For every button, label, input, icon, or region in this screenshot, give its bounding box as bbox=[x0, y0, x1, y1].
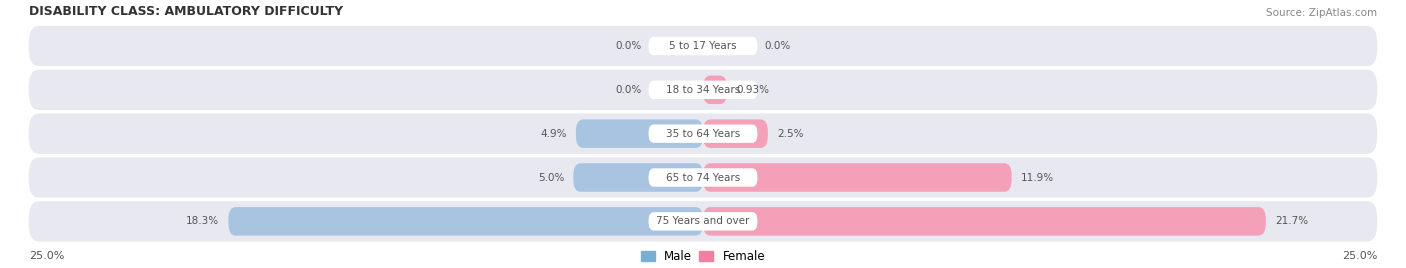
FancyBboxPatch shape bbox=[703, 76, 727, 104]
FancyBboxPatch shape bbox=[648, 81, 758, 99]
FancyBboxPatch shape bbox=[228, 207, 703, 236]
FancyBboxPatch shape bbox=[28, 26, 1378, 66]
FancyBboxPatch shape bbox=[648, 124, 758, 143]
Text: Source: ZipAtlas.com: Source: ZipAtlas.com bbox=[1267, 8, 1378, 18]
Text: 4.9%: 4.9% bbox=[540, 129, 567, 139]
Text: 11.9%: 11.9% bbox=[1021, 173, 1054, 183]
FancyBboxPatch shape bbox=[648, 212, 758, 230]
Text: 0.0%: 0.0% bbox=[616, 41, 643, 51]
Text: 65 to 74 Years: 65 to 74 Years bbox=[666, 173, 740, 183]
FancyBboxPatch shape bbox=[703, 120, 768, 148]
FancyBboxPatch shape bbox=[648, 37, 758, 55]
FancyBboxPatch shape bbox=[648, 168, 758, 187]
Text: 75 Years and over: 75 Years and over bbox=[657, 216, 749, 226]
Text: 25.0%: 25.0% bbox=[28, 251, 65, 261]
FancyBboxPatch shape bbox=[28, 114, 1378, 154]
FancyBboxPatch shape bbox=[576, 120, 703, 148]
Legend: Male, Female: Male, Female bbox=[636, 245, 770, 268]
Text: 5 to 17 Years: 5 to 17 Years bbox=[669, 41, 737, 51]
Text: 18.3%: 18.3% bbox=[186, 216, 219, 226]
Text: 0.0%: 0.0% bbox=[763, 41, 790, 51]
Text: 21.7%: 21.7% bbox=[1275, 216, 1308, 226]
FancyBboxPatch shape bbox=[28, 157, 1378, 198]
Text: 0.0%: 0.0% bbox=[616, 85, 643, 95]
Text: 18 to 34 Years: 18 to 34 Years bbox=[666, 85, 740, 95]
Text: DISABILITY CLASS: AMBULATORY DIFFICULTY: DISABILITY CLASS: AMBULATORY DIFFICULTY bbox=[28, 5, 343, 18]
FancyBboxPatch shape bbox=[703, 207, 1265, 236]
Text: 5.0%: 5.0% bbox=[538, 173, 564, 183]
Text: 35 to 64 Years: 35 to 64 Years bbox=[666, 129, 740, 139]
Text: 25.0%: 25.0% bbox=[1341, 251, 1378, 261]
FancyBboxPatch shape bbox=[28, 201, 1378, 241]
Text: 2.5%: 2.5% bbox=[778, 129, 803, 139]
FancyBboxPatch shape bbox=[574, 163, 703, 192]
Text: 0.93%: 0.93% bbox=[737, 85, 769, 95]
FancyBboxPatch shape bbox=[28, 70, 1378, 110]
FancyBboxPatch shape bbox=[703, 163, 1011, 192]
